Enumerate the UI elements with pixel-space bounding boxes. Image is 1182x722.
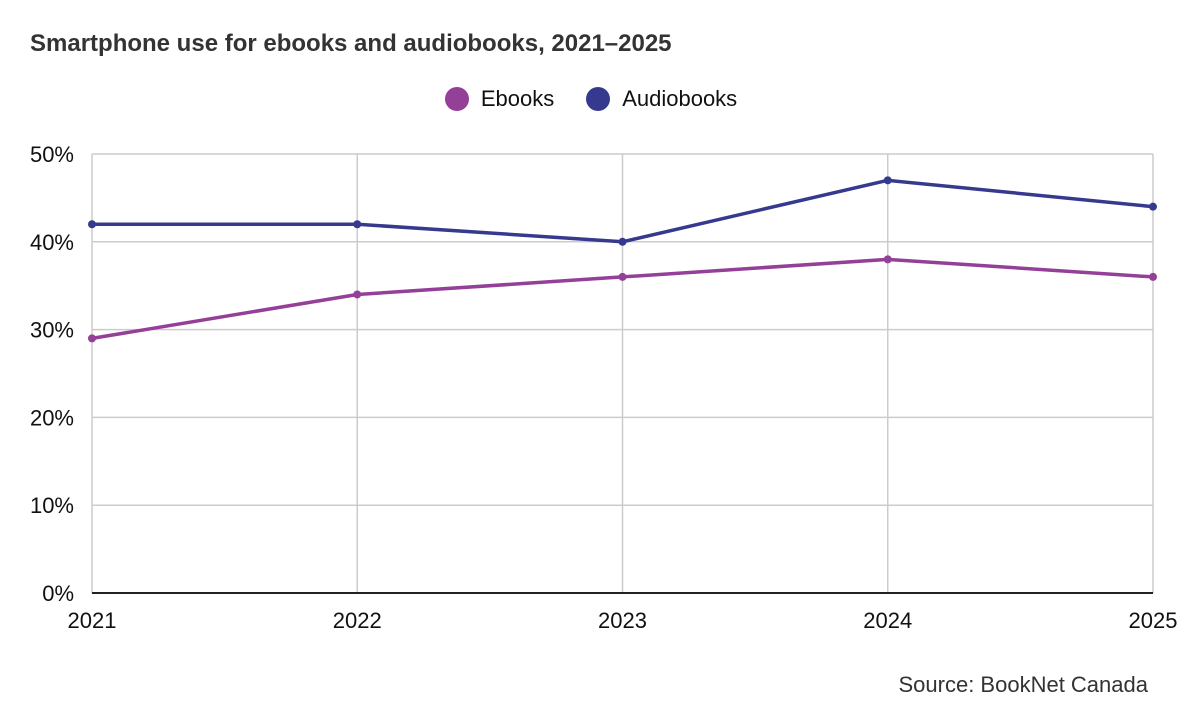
- legend-marker-ebooks: [444, 87, 469, 111]
- x-tick-label: 2023: [598, 608, 647, 633]
- legend-marker-audiobooks: [586, 87, 611, 111]
- x-tick-label: 2021: [68, 608, 117, 633]
- data-point-audiobooks: [353, 220, 362, 229]
- x-tick-label: 2024: [863, 608, 912, 633]
- legend-label-ebooks: Ebooks: [480, 86, 555, 111]
- legend-item-audiobooks[interactable]: Audiobooks: [586, 86, 737, 112]
- y-tick-label: 40%: [30, 230, 74, 255]
- data-point-ebooks: [618, 272, 627, 281]
- y-tick-label: 10%: [30, 493, 74, 518]
- x-tick-label: 2022: [333, 608, 382, 633]
- legend: Ebooks Audiobooks: [0, 86, 1182, 112]
- x-tick-label: 2025: [1129, 608, 1178, 633]
- data-point-ebooks: [1149, 272, 1157, 281]
- y-tick-label: 20%: [30, 405, 74, 430]
- chart-title: Smartphone use for ebooks and audiobooks…: [30, 30, 672, 57]
- legend-item-ebooks[interactable]: Ebooks: [444, 86, 555, 112]
- data-point-audiobooks: [618, 237, 627, 246]
- y-tick-label: 30%: [30, 318, 74, 343]
- data-point-ebooks: [883, 255, 892, 264]
- data-point-ebooks: [353, 290, 362, 299]
- data-point-ebooks: [88, 334, 96, 343]
- y-tick-label: 50%: [30, 142, 74, 167]
- y-tick-label: 0%: [42, 581, 74, 606]
- data-point-audiobooks: [1149, 202, 1157, 211]
- legend-label-audiobooks: Audiobooks: [622, 86, 738, 111]
- data-point-audiobooks: [88, 220, 96, 229]
- source-note: Source: BookNet Canada: [898, 672, 1149, 697]
- data-point-audiobooks: [883, 176, 892, 185]
